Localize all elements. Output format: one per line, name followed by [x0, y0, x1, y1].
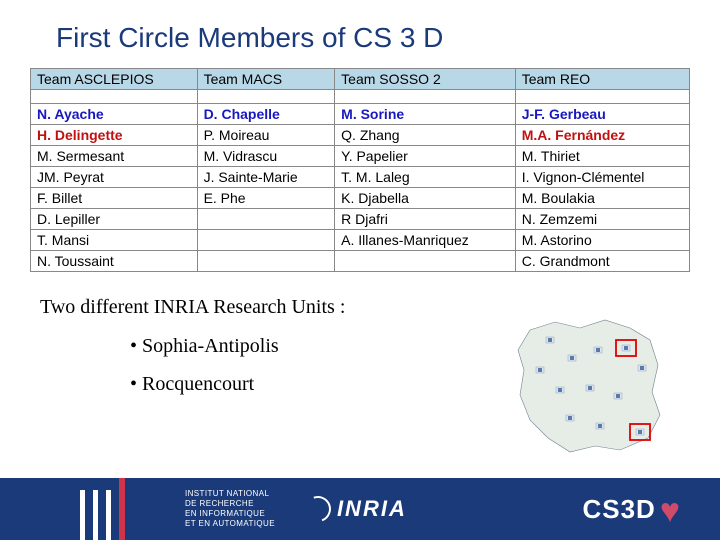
map-marker-dot — [570, 356, 574, 360]
table-row: H. DelingetteP. MoireauQ. ZhangM.A. Fern… — [31, 125, 690, 146]
table-cell — [197, 90, 335, 104]
table-row: N. Toussaint C. Grandmont — [31, 251, 690, 272]
table-cell: E. Phe — [197, 188, 335, 209]
table-cell: M. Boulakia — [515, 188, 689, 209]
table-cell: D. Chapelle — [197, 104, 335, 125]
map-marker-dot — [616, 394, 620, 398]
table-cell — [335, 90, 516, 104]
table-cell: N. Zemzemi — [515, 209, 689, 230]
footer-bar: INSTITUT NATIONALDE RECHERCHEEN INFORMAT… — [0, 478, 720, 540]
table-cell: H. Delingette — [31, 125, 198, 146]
table-cell: D. Lepiller — [31, 209, 198, 230]
inria-text: INRIA — [337, 496, 407, 522]
table-cell — [197, 251, 335, 272]
table-row: D. Lepiller R DjafriN. Zemzemi — [31, 209, 690, 230]
table-cell — [197, 230, 335, 251]
inria-swoosh-icon — [301, 492, 336, 527]
table-cell: J. Sainte-Marie — [197, 167, 335, 188]
table-cell: Y. Papelier — [335, 146, 516, 167]
table-cell: T. M. Laleg — [335, 167, 516, 188]
france-map — [500, 310, 670, 460]
table-cell: M. Sermesant — [31, 146, 198, 167]
table-cell: I. Vignon-Clémentel — [515, 167, 689, 188]
map-marker-dot — [640, 366, 644, 370]
table-cell: M. Astorino — [515, 230, 689, 251]
inria-logo: INRIA — [305, 496, 407, 522]
table-cell: M. Thiriet — [515, 146, 689, 167]
table-cell: M.A. Fernández — [515, 125, 689, 146]
map-marker-dot — [588, 386, 592, 390]
map-marker-dot — [596, 348, 600, 352]
table-cell: M. Vidrascu — [197, 146, 335, 167]
members-table: Team ASCLEPIOSTeam MACSTeam SOSSO 2Team … — [30, 68, 690, 272]
table-cell — [515, 90, 689, 104]
table-cell: C. Grandmont — [515, 251, 689, 272]
map-marker-dot — [624, 346, 628, 350]
table-header-cell: Team SOSSO 2 — [335, 69, 516, 90]
table-row: N. AyacheD. ChapelleM. SorineJ-F. Gerbea… — [31, 104, 690, 125]
table-row: F. BilletE. PheK. DjabellaM. Boulakia — [31, 188, 690, 209]
table-row: JM. PeyratJ. Sainte-MarieT. M. LalegI. V… — [31, 167, 690, 188]
table-cell — [335, 251, 516, 272]
table-cell: Q. Zhang — [335, 125, 516, 146]
table-row: M. SermesantM. VidrascuY. PapelierM. Thi… — [31, 146, 690, 167]
table-cell: F. Billet — [31, 188, 198, 209]
table-header-cell: Team MACS — [197, 69, 335, 90]
footer-org-line: ET EN AUTOMATIQUE — [185, 519, 275, 529]
table-cell: J-F. Gerbeau — [515, 104, 689, 125]
page-title: First Circle Members of CS 3 D — [0, 0, 720, 68]
table-cell: M. Sorine — [335, 104, 516, 125]
table-cell: P. Moireau — [197, 125, 335, 146]
table-cell — [31, 90, 198, 104]
cs3d-text: CS3D — [582, 494, 655, 525]
footer-org-text: INSTITUT NATIONALDE RECHERCHEEN INFORMAT… — [185, 489, 275, 529]
table-cell: T. Mansi — [31, 230, 198, 251]
footer-org-line: EN INFORMATIQUE — [185, 509, 275, 519]
footer-org-line: INSTITUT NATIONAL — [185, 489, 275, 499]
map-marker-dot — [548, 338, 552, 342]
map-marker-dot — [598, 424, 602, 428]
map-marker-dot — [568, 416, 572, 420]
table-cell — [197, 209, 335, 230]
heart-icon: ♥ — [660, 492, 680, 531]
cs3d-logo: CS3D ♥ — [582, 490, 680, 529]
table-cell: R Djafri — [335, 209, 516, 230]
footer-stripes — [80, 478, 125, 540]
table-cell: A. Illanes-Manriquez — [335, 230, 516, 251]
table-cell: N. Ayache — [31, 104, 198, 125]
members-table-wrap: Team ASCLEPIOSTeam MACSTeam SOSSO 2Team … — [0, 68, 720, 272]
table-cell: JM. Peyrat — [31, 167, 198, 188]
table-row: T. Mansi A. Illanes-ManriquezM. Astorino — [31, 230, 690, 251]
map-marker-dot — [638, 430, 642, 434]
map-marker-dot — [538, 368, 542, 372]
map-marker-dot — [558, 388, 562, 392]
table-header-cell: Team ASCLEPIOS — [31, 69, 198, 90]
table-cell: N. Toussaint — [31, 251, 198, 272]
footer-org-line: DE RECHERCHE — [185, 499, 275, 509]
table-cell: K. Djabella — [335, 188, 516, 209]
table-header-cell: Team REO — [515, 69, 689, 90]
